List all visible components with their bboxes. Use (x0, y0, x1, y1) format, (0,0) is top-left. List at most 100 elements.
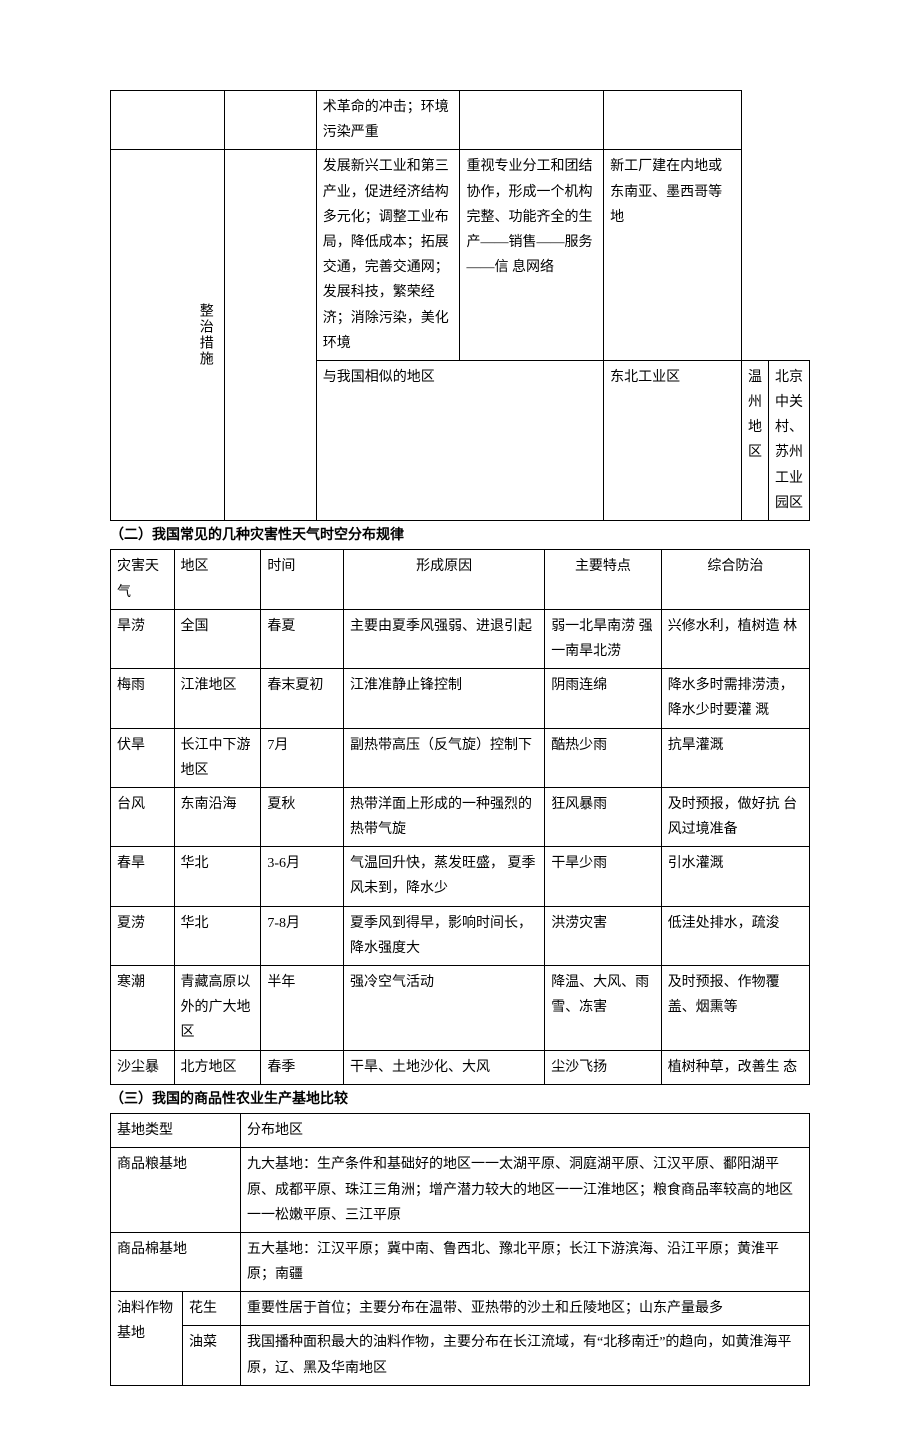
cell: 夏秋 (261, 787, 344, 846)
cell: 东南沿海 (174, 787, 261, 846)
cell: 术革命的冲击；环境污染严重 (316, 91, 460, 150)
cell: 春夏 (261, 609, 344, 668)
table-row: 春旱 华北 3-6月 气温回升快，蒸发旺盛， 夏季风未到，降水少 干旱少雨 引水… (111, 847, 810, 906)
cell: 五大基地：江汉平原；冀中南、鲁西北、豫北平原；长江下游滨海、沿江平原；黄淮平原；… (241, 1232, 810, 1291)
col-header: 分布地区 (241, 1114, 810, 1148)
cell (224, 91, 316, 150)
cell: 江淮准静止锋控制 (343, 669, 544, 728)
cell: 降水多时需排涝渍，降水少时要灌 溉 (661, 669, 809, 728)
cell: 与我国相似的地区 (316, 360, 603, 520)
table-row: 术革命的冲击；环境污染严重 (111, 91, 810, 150)
disaster-weather-table: 灾害天气 地区 时间 形成原因 主要特点 综合防治 旱涝 全国 春夏 主要由夏季… (110, 549, 810, 1084)
cell: 油料作物基地 (111, 1292, 183, 1386)
cell: 重要性居于首位；主要分布在温带、亚热带的沙土和丘陵地区；山东产量最多 (241, 1292, 810, 1326)
table-row: 梅雨 江淮地区 春末夏初 江淮准静止锋控制 阴雨连绵 降水多时需排涝渍，降水少时… (111, 669, 810, 728)
cell: 春末夏初 (261, 669, 344, 728)
cell: 全国 (174, 609, 261, 668)
cell: 阴雨连绵 (545, 669, 662, 728)
table-row: 商品粮基地 九大基地：生产条件和基础好的地区一一太湖平原、洞庭湖平原、江汉平原、… (111, 1148, 810, 1233)
cell: 夏涝 (111, 906, 175, 965)
cell: 华北 (174, 847, 261, 906)
col-header: 综合防治 (661, 550, 809, 609)
col-header: 地区 (174, 550, 261, 609)
cell: 春季 (261, 1050, 344, 1084)
cell (460, 91, 604, 150)
cell: 尘沙飞扬 (545, 1050, 662, 1084)
cell: 副热带高压（反气旋）控制下 (343, 728, 544, 787)
cell (111, 91, 225, 150)
cell: 花生 (183, 1292, 241, 1326)
table-row: 夏涝 华北 7-8月 夏季风到得早，影响时间长，降水强度大 洪涝灾害 低洼处排水… (111, 906, 810, 965)
cell: 抗旱灌溉 (661, 728, 809, 787)
table-header-row: 基地类型 分布地区 (111, 1114, 810, 1148)
cell: 植树种草，改善生 态 (661, 1050, 809, 1084)
cell: 7月 (261, 728, 344, 787)
cell: 北方地区 (174, 1050, 261, 1084)
cell: 及时预报、作物覆 盖、烟熏等 (661, 966, 809, 1051)
cell: 沙尘暴 (111, 1050, 175, 1084)
table-row: 寒潮 青藏高原以外的广大地区 半年 强冷空气活动 降温、大风、雨雪、冻害 及时预… (111, 966, 810, 1051)
cell (224, 150, 316, 521)
cell: 寒潮 (111, 966, 175, 1051)
cell: 重视专业分工和团结协作，形成一个机构完整、功能齐全的生产——销售——服务——信 … (460, 150, 604, 361)
cell: 引水灌溉 (661, 847, 809, 906)
cell: 强冷空气活动 (343, 966, 544, 1051)
cell: 夏季风到得早，影响时间长，降水强度大 (343, 906, 544, 965)
cell: 长江中下游地区 (174, 728, 261, 787)
cell: 商品棉基地 (111, 1232, 241, 1291)
cell: 北京中关村、苏州工业园区 (769, 360, 810, 520)
cell: 梅雨 (111, 669, 175, 728)
cell: 春旱 (111, 847, 175, 906)
cell: 3-6月 (261, 847, 344, 906)
cell: 商品粮基地 (111, 1148, 241, 1233)
table-row: 伏旱 长江中下游地区 7月 副热带高压（反气旋）控制下 酷热少雨 抗旱灌溉 (111, 728, 810, 787)
cell: 及时预报，做好抗 台风过境准备 (661, 787, 809, 846)
table-row: 沙尘暴 北方地区 春季 干旱、土地沙化、大风 尘沙飞扬 植树种草，改善生 态 (111, 1050, 810, 1084)
col-header: 灾害天气 (111, 550, 175, 609)
table-header-row: 灾害天气 地区 时间 形成原因 主要特点 综合防治 (111, 550, 810, 609)
cell: 半年 (261, 966, 344, 1051)
cell-category: 整治措施 (111, 150, 225, 521)
table-row: 整治措施 发展新兴工业和第三产业，促进经济结构多元化；调整工业布局，降低成本；拓… (111, 150, 810, 361)
cell: 华北 (174, 906, 261, 965)
cell: 新工厂建在内地或东南亚、墨西哥等地 (604, 150, 742, 361)
cell: 弱一北旱南涝 强一南旱北涝 (545, 609, 662, 668)
table-row: 商品棉基地 五大基地：江汉平原；冀中南、鲁西北、豫北平原；长江下游滨海、沿江平原… (111, 1232, 810, 1291)
cell: 低洼处排水，疏浚 (661, 906, 809, 965)
cell: 油菜 (183, 1326, 241, 1385)
cell: 酷热少雨 (545, 728, 662, 787)
agricultural-bases-table: 基地类型 分布地区 商品粮基地 九大基地：生产条件和基础好的地区一一太湖平原、洞… (110, 1113, 810, 1386)
col-header: 时间 (261, 550, 344, 609)
cell: 我国播种面积最大的油料作物，主要分布在长江流域，有“北移南迁”的趋向，如黄淮海平… (241, 1326, 810, 1385)
cell: 干旱少雨 (545, 847, 662, 906)
section-heading-3: （三）我国的商品性农业生产基地比较 (110, 1089, 810, 1111)
section-heading-2: （二）我国常见的几种灾害性天气时空分布规律 (110, 525, 810, 547)
table-row: 旱涝 全国 春夏 主要由夏季风强弱、进退引起 弱一北旱南涝 强一南旱北涝 兴修水… (111, 609, 810, 668)
cell: 发展新兴工业和第三产业，促进经济结构多元化；调整工业布局，降低成本；拓展交通，完… (316, 150, 460, 361)
cell: 江淮地区 (174, 669, 261, 728)
table-row: 油料作物基地 花生 重要性居于首位；主要分布在温带、亚热带的沙土和丘陵地区；山东… (111, 1292, 810, 1326)
industrial-regions-table: 术革命的冲击；环境污染严重 整治措施 发展新兴工业和第三产业，促进经济结构多元化… (110, 90, 810, 521)
cell: 主要由夏季风强弱、进退引起 (343, 609, 544, 668)
cell: 干旱、土地沙化、大风 (343, 1050, 544, 1084)
cell: 青藏高原以外的广大地区 (174, 966, 261, 1051)
cell: 九大基地：生产条件和基础好的地区一一太湖平原、洞庭湖平原、江汉平原、鄱阳湖平原、… (241, 1148, 810, 1233)
col-header: 基地类型 (111, 1114, 241, 1148)
cell: 气温回升快，蒸发旺盛， 夏季风未到，降水少 (343, 847, 544, 906)
cell: 兴修水利，植树造 林 (661, 609, 809, 668)
table-row: 台风 东南沿海 夏秋 热带洋面上形成的一种强烈的热带气旋 狂风暴雨 及时预报，做… (111, 787, 810, 846)
table-row: 油菜 我国播种面积最大的油料作物，主要分布在长江流域，有“北移南迁”的趋向，如黄… (111, 1326, 810, 1385)
cell: 降温、大风、雨雪、冻害 (545, 966, 662, 1051)
cell: 7-8月 (261, 906, 344, 965)
cell: 伏旱 (111, 728, 175, 787)
col-header: 主要特点 (545, 550, 662, 609)
col-header: 形成原因 (343, 550, 544, 609)
cell: 温州地区 (742, 360, 769, 520)
cell: 热带洋面上形成的一种强烈的热带气旋 (343, 787, 544, 846)
cell: 旱涝 (111, 609, 175, 668)
cell: 洪涝灾害 (545, 906, 662, 965)
cell: 狂风暴雨 (545, 787, 662, 846)
cell: 东北工业区 (604, 360, 742, 520)
cell: 台风 (111, 787, 175, 846)
cell (604, 91, 742, 150)
